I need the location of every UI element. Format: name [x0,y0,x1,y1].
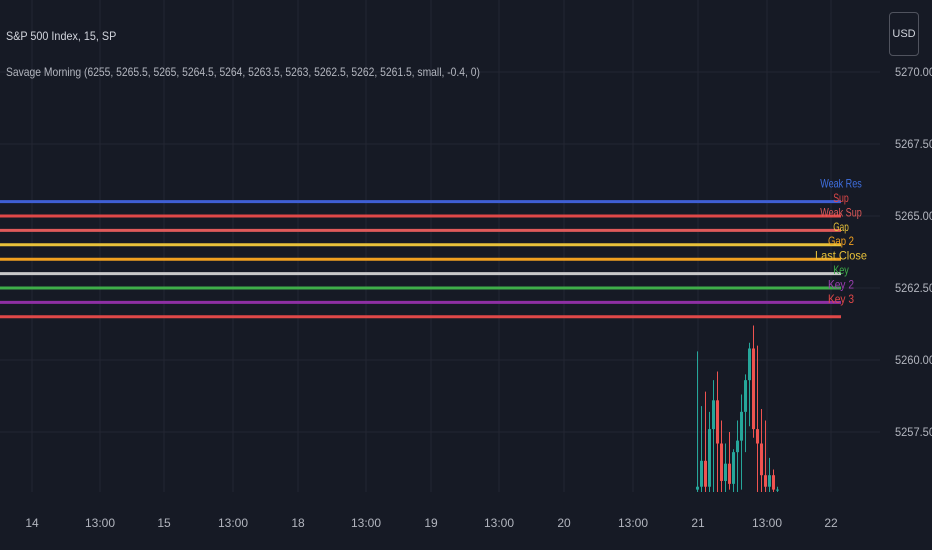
level-label-1: Weak Res [820,177,862,191]
time-tick-label: 20 [557,516,571,530]
time-tick-label: 15 [157,516,171,530]
candle-body [756,429,759,444]
time-tick-label: 13:00 [484,516,514,530]
symbol-title[interactable]: S&P 500 Index, 15, SP [6,29,117,43]
time-tick-label: 21 [691,516,705,530]
candle-body [740,411,743,441]
candle-body [736,440,739,453]
price-tick-label: 5262.50 [895,281,932,295]
time-tick-label: 13:00 [218,516,248,530]
time-tick-label: 13:00 [351,516,381,530]
price-tick-label: 5267.50 [895,137,932,151]
price-tick-label: 5260.00 [895,353,932,367]
currency-button[interactable]: USD [889,12,919,56]
candle-body [752,348,755,430]
time-tick-label: 18 [291,516,305,530]
candle-body [772,475,775,490]
price-tick-label: 5265.00 [895,209,932,223]
price-axis[interactable]: 5257.50 5260.00 5262.50 5265.00 5267.50 5270.… [895,65,932,439]
level-label-8: Key 2 [828,277,854,291]
candle-body [760,443,763,476]
level-label-4: Gap [833,220,849,234]
level-label-6: Last Close [815,249,867,263]
candle-body [708,429,711,487]
time-tick-label: 14 [25,516,39,530]
time-tick-label: 13:00 [85,516,115,530]
time-tick-label: 19 [424,516,438,530]
level-label-3: Weak Sup [820,205,862,219]
candle-body [712,400,715,430]
level-label-7: Key [833,263,849,277]
candle-body [700,460,703,487]
candles [696,325,779,492]
candle-body [696,486,699,490]
candle-body [724,463,727,481]
time-axis[interactable]: 14 13:00 15 13:00 18 13:00 19 13:00 20 13:00 21 13:… [25,516,838,530]
candle-body [728,463,731,484]
level-label-2: Sup [833,191,849,205]
candle-body [720,443,723,481]
candle-body [764,475,767,487]
level-lines [0,200,841,319]
candle-body [704,460,707,487]
time-tick-label: 13:00 [752,516,782,530]
level-label-9: Key 3 [828,292,854,306]
candle-body [744,380,747,412]
candle-body [748,348,751,381]
time-tick-label: 13:00 [618,516,648,530]
price-tick-label: 5257.50 [895,425,932,439]
candle-body [768,475,771,487]
price-tick-label: 5270.00 [895,65,932,79]
indicator-legend[interactable]: Savage Morning (6255, 5265.5, 5265, 5264… [6,65,480,79]
candle-body [716,400,719,444]
time-tick-label: 22 [824,516,838,530]
level-label-5: Gap 2 [828,234,854,248]
candle-body [732,452,735,484]
candle-body [776,489,779,491]
